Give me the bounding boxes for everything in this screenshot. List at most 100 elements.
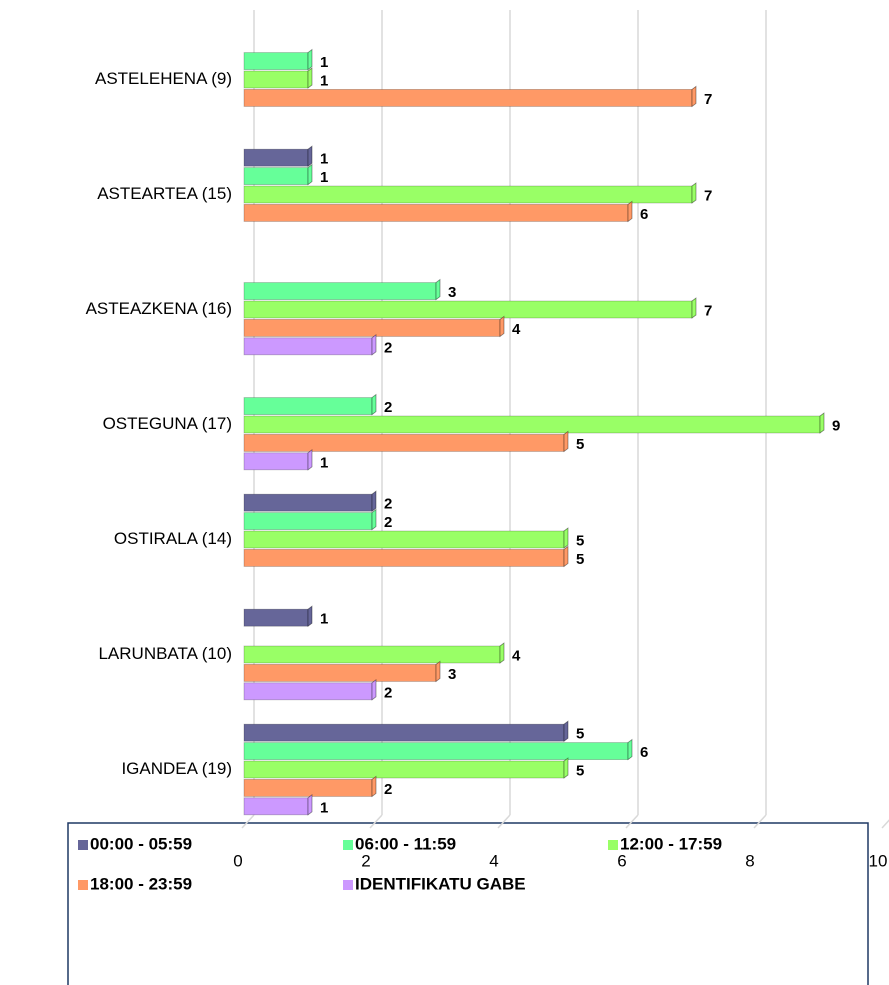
bar-side [691,85,697,108]
value-label: 1 [320,54,328,71]
y-tick-label: ASTEAZKENA (16) [86,299,232,318]
grid-line-depth [241,814,255,829]
value-label: 2 [384,496,392,513]
bar [243,452,309,471]
value-label: 5 [576,762,584,779]
bar-side [563,545,569,568]
y-tick-label: OSTIRALA (14) [114,529,232,548]
value-label: 5 [576,532,584,549]
bar-side [563,527,569,549]
grid-line-depth [497,814,511,829]
x-tick-label: 10 [869,851,888,870]
value-label: 7 [704,91,712,108]
x-tick-label: 2 [361,851,370,870]
grid-line-depth [753,814,767,829]
bar-side [563,757,569,779]
bar [243,682,373,701]
bar [243,415,821,434]
value-label: 2 [384,514,392,531]
x-tick-label: 0 [233,851,242,870]
bar [243,723,565,742]
bar [243,742,629,760]
value-label: 1 [320,454,328,471]
bar-side [371,775,377,798]
bar-side [371,393,377,416]
value-label: 1 [320,72,328,89]
bar [243,282,437,301]
bar [243,608,309,627]
bar [243,148,309,167]
legend-swatch [608,840,618,850]
value-label: 4 [512,321,521,338]
y-tick-label: ASTEARTEA (15) [97,184,232,203]
bar-side [499,315,505,338]
bar-side [371,333,377,356]
value-label: 1 [320,151,328,168]
bar [243,530,565,549]
legend-swatch [343,880,353,890]
bar-side [819,412,825,434]
grid-line-depth [881,819,889,829]
x-tick-label: 8 [745,851,754,870]
bar-side [307,48,313,71]
bar-side [307,605,313,628]
value-label: 6 [640,206,648,223]
y-tick-label: OSTEGUNA (17) [103,414,232,433]
x-tick-label: 4 [489,851,498,870]
bar-side [691,297,697,319]
bar [243,397,373,416]
bar [243,318,501,337]
legend-swatch [78,880,88,890]
bar [243,797,309,816]
legend-label: 00:00 - 05:59 [90,834,192,853]
value-label: 1 [320,799,328,816]
legend-swatch [343,840,353,850]
legend-label: 06:00 - 11:59 [355,834,456,853]
y-tick-label: LARUNBATA (10) [98,644,232,663]
bar-side [307,793,313,816]
bar-side [307,145,313,167]
bar-side [435,660,441,683]
bar-side [563,430,569,453]
bar-side [563,720,569,743]
bar [243,52,309,70]
grid-line-depth [369,814,383,829]
legend-label: IDENTIFIKATU GABE [355,874,526,893]
bar-side [627,738,633,761]
legend-box [67,822,869,985]
bar-side [435,278,441,301]
value-label: 4 [512,647,521,664]
legend-label: 12:00 - 17:59 [620,834,722,853]
bar-side [307,448,313,471]
bar [243,89,693,107]
value-label: 7 [704,187,712,204]
bar-side [371,508,377,531]
value-label: 5 [576,551,584,568]
bar [243,167,309,186]
bar-side [691,182,697,204]
bar [243,512,373,530]
bar [243,337,373,356]
bar [243,433,565,452]
y-tick-label: ASTELEHENA (9) [95,69,232,88]
value-label: 7 [704,302,712,319]
legend-label: 18:00 - 23:59 [90,874,192,893]
bar [243,664,437,682]
value-label: 5 [576,726,584,743]
grid-line-depth [625,814,639,829]
bar [243,70,309,89]
value-label: 6 [640,744,648,761]
value-label: 1 [320,611,328,628]
value-label: 5 [576,436,584,453]
value-label: 3 [448,666,456,683]
bar-side [627,200,633,223]
bar-side [371,678,377,701]
bar [243,185,693,204]
value-label: 9 [832,417,840,434]
value-label: 2 [384,339,392,356]
bar-side [307,163,313,186]
bar [243,779,373,797]
value-label: 2 [384,781,392,798]
y-tick-label: IGANDEA (19) [121,759,232,778]
